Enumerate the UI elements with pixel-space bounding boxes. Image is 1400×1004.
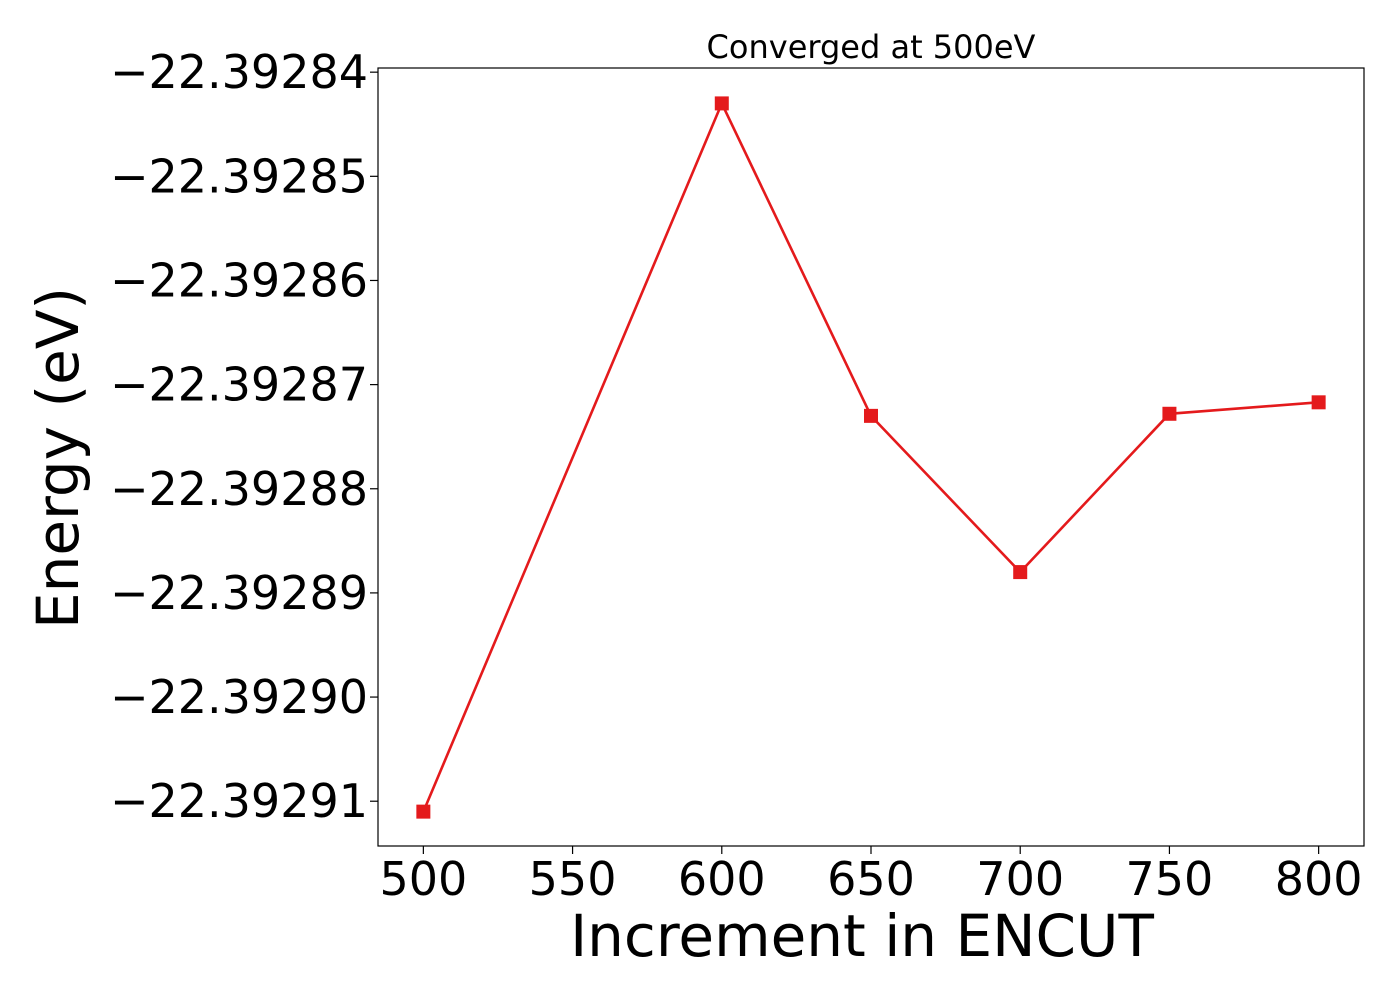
x-axis-label: Increment in ENCUT	[570, 902, 1154, 970]
x-tick-label: 550	[529, 852, 617, 906]
y-tick-label: −22.39286	[110, 253, 368, 307]
x-tick-label: 800	[1275, 852, 1363, 906]
plot-layer	[377, 67, 1365, 847]
y-axis-label: Energy (eV)	[24, 287, 92, 629]
y-tick-label: −22.39290	[110, 670, 368, 724]
tick-layer: 500 550 600 650 700 750 800 −22.39284 −22.39285 −…	[110, 45, 1363, 906]
y-tick-label: −22.39289	[110, 566, 368, 620]
x-tick-label: 500	[379, 852, 467, 906]
y-tick-label: −22.39287	[110, 358, 368, 412]
data-point-marker	[1311, 395, 1326, 410]
chart-title: Converged at 500eV	[707, 28, 1036, 66]
data-point-marker	[864, 408, 878, 423]
data-point-marker	[1013, 565, 1028, 580]
x-tick-label: 750	[1126, 852, 1214, 906]
plot-frame	[377, 67, 1365, 847]
y-tick-label: −22.39291	[110, 774, 368, 828]
data-point-marker	[714, 96, 729, 111]
x-tick-label: 700	[976, 852, 1064, 906]
data-point-marker	[416, 804, 431, 819]
x-tick-label: 650	[827, 852, 915, 906]
y-tick-label: −22.39285	[110, 149, 368, 203]
y-tick-label: −22.39284	[110, 45, 368, 99]
y-tick-label: −22.39288	[110, 462, 368, 516]
x-tick-label: 600	[678, 852, 766, 906]
data-point-marker	[1162, 406, 1177, 421]
series-line	[422, 100, 1319, 813]
